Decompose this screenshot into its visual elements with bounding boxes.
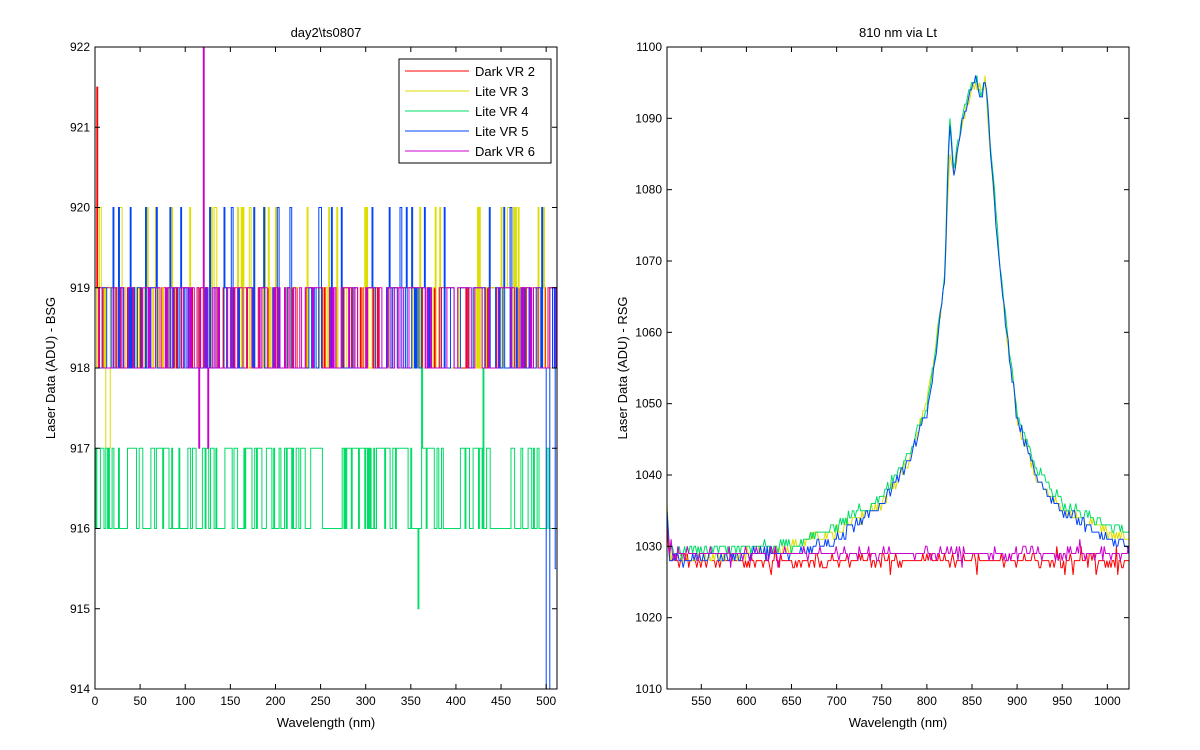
left-x-tick-label: 500 [536,694,556,708]
right-y-tick-label: 1030 [635,539,662,553]
left-y-tick-label: 920 [70,201,90,215]
left-x-tick-label: 0 [92,694,99,708]
legend-label: Dark VR 2 [475,64,535,79]
left-x-tick-label: 200 [265,694,285,708]
right-y-tick-label: 1090 [635,111,662,125]
right-series-dark-vr-2 [667,524,1129,575]
legend-label: Dark VR 6 [475,144,535,159]
left-plot-area [95,47,557,689]
right-x-tick-label: 750 [872,694,892,708]
left-x-tick-label: 350 [401,694,421,708]
left-series-dark-vr-6 [95,47,557,449]
left-x-tick-label: 400 [446,694,466,708]
left-x-tick-label: 50 [133,694,147,708]
right-y-tick-label: 1010 [635,682,662,696]
right-x-axis-label: Wavelength (nm) [849,715,948,730]
right-x-tick-label: 550 [691,694,711,708]
left-x-tick-label: 250 [311,694,331,708]
left-chart-title: day2\ts0807 [291,25,362,40]
right-y-tick-label: 1100 [636,40,662,54]
legend-label: Lite VR 4 [475,104,528,119]
left-y-tick-label: 922 [70,40,90,54]
left-x-axis-label: Wavelength (nm) [277,715,376,730]
left-y-tick-label: 916 [70,522,90,536]
right-y-tick-label: 1080 [635,183,662,197]
left-y-tick-label: 919 [70,281,90,295]
left-series-lite-vr-4 [95,367,557,610]
right-x-tick-label: 900 [1007,694,1027,708]
right-y-tick-label: 1070 [635,254,662,268]
right-series-lite-vr-5 [667,75,1129,568]
right-plot-frame [666,46,1130,690]
left-series-lite-vr-3 [95,207,557,449]
left-x-tick-label: 450 [491,694,511,708]
right-x-tick-label: 600 [736,694,756,708]
left-y-tick-label: 918 [70,361,90,375]
left-y-tick-label: 921 [70,120,90,134]
right-y-axis-label: Laser Data (ADU) - RSG [615,296,630,439]
left-x-tick-label: 300 [356,694,376,708]
left-y-tick-label: 915 [70,602,90,616]
left-x-tick-label: 150 [220,694,240,708]
right-series-lite-vr-3 [667,75,1129,562]
legend-label: Lite VR 5 [475,124,528,139]
left-y-tick-label: 914 [70,682,90,696]
right-plot-area [667,75,1129,575]
legend-label: Lite VR 3 [475,84,528,99]
right-x-tick-label: 1000 [1094,694,1121,708]
left-chart: day2\ts0807 Wavelength (nm) Laser Data (… [43,25,558,730]
right-x-tick-label: 700 [827,694,847,708]
right-x-tick-label: 800 [917,694,937,708]
right-series-lite-vr-4 [667,75,1129,561]
right-y-tick-label: 1060 [635,325,662,339]
legend: Dark VR 2 Lite VR 3 Lite VR 4 Lite VR 5 Dark… [398,58,552,164]
left-y-axis-label: Laser Data (ADU) - BSG [43,297,58,439]
right-x-tick-label: 950 [1052,694,1072,708]
right-chart-title: 810 nm via Lt [859,25,937,40]
right-series-dark-vr-6 [667,524,1129,568]
right-x-tick-label: 650 [782,694,802,708]
right-y-tick-label: 1020 [635,611,662,625]
right-y-tick-label: 1040 [635,468,662,482]
right-y-tick-label: 1050 [635,397,662,411]
right-x-tick-label: 850 [962,694,982,708]
right-chart: 810 nm via Lt Wavelength (nm) Laser Data… [615,25,1130,730]
left-y-tick-label: 917 [70,441,90,455]
left-x-tick-label: 100 [175,694,195,708]
